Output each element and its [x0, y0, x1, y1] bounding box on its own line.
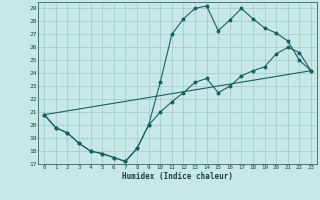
X-axis label: Humidex (Indice chaleur): Humidex (Indice chaleur) [122, 172, 233, 181]
